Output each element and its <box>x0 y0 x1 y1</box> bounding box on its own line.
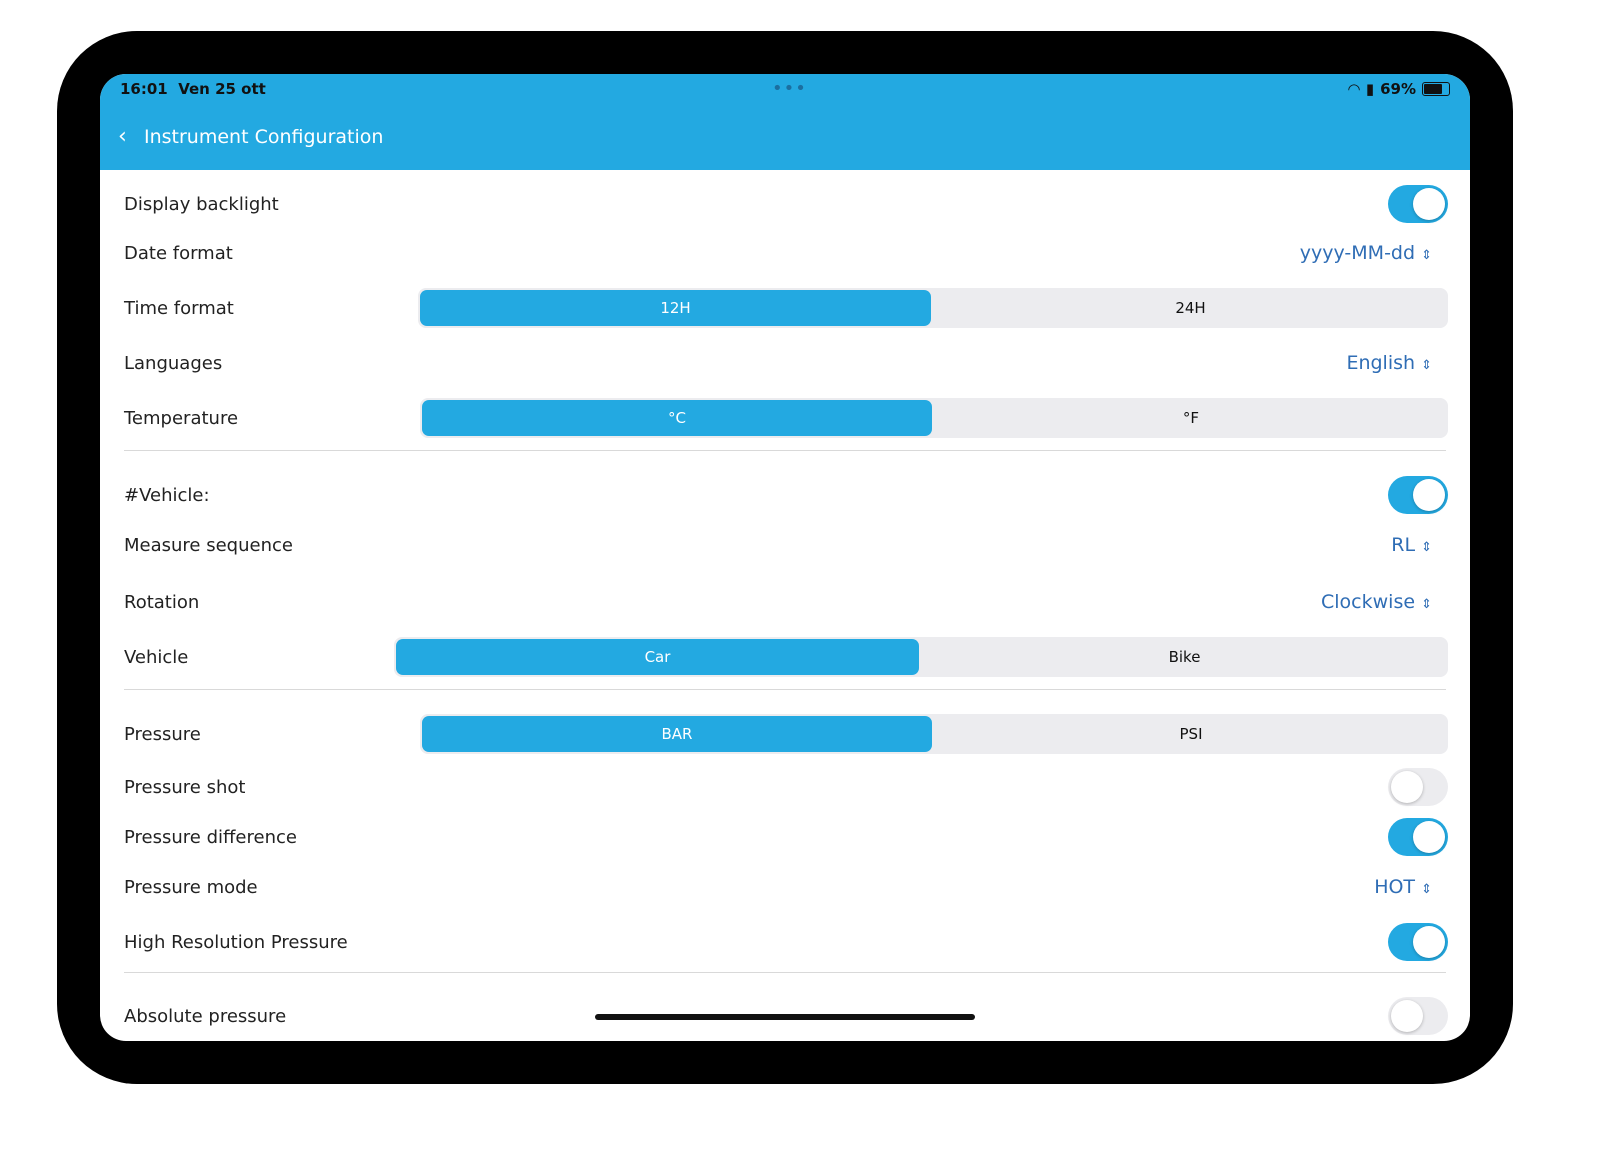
page-title: Instrument Configuration <box>144 126 384 148</box>
divider <box>124 972 1446 973</box>
top-bar: 16:01 Ven 25 ott ••• ◠ ▮ 69% ‹ Instrumen… <box>100 74 1470 170</box>
row-pressure-difference: Pressure difference <box>124 817 1448 857</box>
back-chevron-icon[interactable]: ‹ <box>118 124 127 149</box>
updown-chevron-icon: ⇕ <box>1421 540 1432 555</box>
row-vehicle: Vehicle Car Bike <box>124 637 1448 677</box>
pressure-difference-toggle[interactable] <box>1388 818 1448 856</box>
home-indicator[interactable] <box>595 1014 975 1020</box>
updown-chevron-icon: ⇕ <box>1421 248 1432 263</box>
label: Time format <box>124 297 234 319</box>
label: Absolute pressure <box>124 1005 287 1027</box>
segment-fahrenheit[interactable]: °F <box>1182 409 1200 427</box>
segment-bar[interactable]: BAR <box>422 716 932 752</box>
pressure-segmented: BAR PSI <box>420 714 1448 754</box>
label: Rotation <box>124 591 200 613</box>
multitasking-dots-icon[interactable]: ••• <box>772 78 807 99</box>
absolute-pressure-toggle[interactable] <box>1388 997 1448 1035</box>
divider <box>124 450 1446 451</box>
segment-12h[interactable]: 12H <box>420 290 931 326</box>
row-pressure-mode: Pressure mode HOT ⇕ <box>124 867 1448 907</box>
updown-chevron-icon: ⇕ <box>1421 597 1432 612</box>
status-time: 16:01 Ven 25 ott <box>120 80 266 98</box>
time: 16:01 <box>120 80 168 98</box>
pressure-mode-picker[interactable]: HOT ⇕ <box>1374 876 1432 898</box>
time-format-segmented: 12H 24H <box>418 288 1448 328</box>
segment-psi[interactable]: PSI <box>1179 725 1203 743</box>
battery-percent: 69% <box>1380 80 1416 98</box>
row-date-format: Date format yyyy-MM-dd ⇕ <box>124 233 1448 273</box>
segment-bike[interactable]: Bike <box>1168 648 1201 666</box>
label: Temperature <box>124 407 239 429</box>
label: Measure sequence <box>124 534 293 556</box>
label: Display backlight <box>124 193 279 215</box>
updown-chevron-icon: ⇕ <box>1421 882 1432 897</box>
measure-sequence-picker[interactable]: RL ⇕ <box>1391 534 1432 556</box>
row-rotation: Rotation Clockwise ⇕ <box>124 582 1448 622</box>
label: Date format <box>124 242 233 264</box>
segment-celsius[interactable]: °C <box>422 400 932 436</box>
lock-icon: ▮ <box>1365 80 1375 98</box>
row-languages: Languages English ⇕ <box>124 343 1448 383</box>
high-resolution-toggle[interactable] <box>1388 923 1448 961</box>
date-format-picker[interactable]: yyyy-MM-dd ⇕ <box>1299 242 1432 264</box>
display-backlight-toggle[interactable] <box>1388 185 1448 223</box>
rotation-picker[interactable]: Clockwise ⇕ <box>1321 591 1432 613</box>
row-measure-sequence: Measure sequence RL ⇕ <box>124 525 1448 565</box>
wifi-icon: ◠ <box>1348 80 1360 98</box>
battery-icon <box>1422 82 1450 96</box>
label: Pressure shot <box>124 776 246 798</box>
vehicle-number-toggle[interactable] <box>1388 476 1448 514</box>
label: Languages <box>124 352 223 374</box>
row-pressure-shot: Pressure shot <box>124 767 1448 807</box>
label: Vehicle <box>124 646 189 668</box>
row-high-resolution-pressure: High Resolution Pressure <box>124 922 1448 962</box>
status-icons: ◠ ▮ 69% <box>1348 80 1450 98</box>
row-pressure: Pressure BAR PSI <box>124 714 1448 754</box>
label: Pressure difference <box>124 826 297 848</box>
row-temperature: Temperature °C °F <box>124 398 1448 438</box>
row-time-format: Time format 12H 24H <box>124 288 1448 328</box>
label: High Resolution Pressure <box>124 931 348 953</box>
label: #Vehicle: <box>124 484 210 506</box>
vehicle-segmented: Car Bike <box>394 637 1448 677</box>
label: Pressure mode <box>124 876 258 898</box>
pressure-shot-toggle[interactable] <box>1388 768 1448 806</box>
updown-chevron-icon: ⇕ <box>1421 358 1432 373</box>
row-absolute-pressure: Absolute pressure <box>124 996 1448 1036</box>
segment-24h[interactable]: 24H <box>1175 299 1206 317</box>
divider <box>124 689 1446 690</box>
language-picker[interactable]: English ⇕ <box>1346 352 1432 374</box>
label: Pressure <box>124 723 201 745</box>
date: Ven 25 ott <box>178 80 266 98</box>
row-display-backlight: Display backlight <box>124 184 1448 224</box>
temperature-segmented: °C °F <box>420 398 1448 438</box>
segment-car[interactable]: Car <box>396 639 919 675</box>
row-vehicle-number: #Vehicle: <box>124 475 1448 515</box>
screen: 16:01 Ven 25 ott ••• ◠ ▮ 69% ‹ Instrumen… <box>100 74 1470 1041</box>
